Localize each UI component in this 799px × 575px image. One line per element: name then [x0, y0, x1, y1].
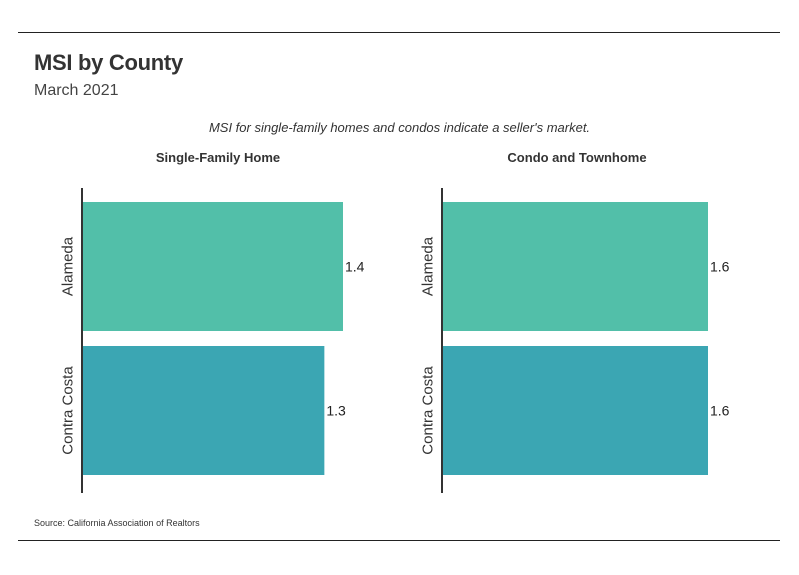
panel-2-category-label-alameda: Alameda: [420, 236, 437, 296]
panel-1-category-label-contra-costa: Contra Costa: [60, 366, 77, 455]
bottom-rule: [18, 540, 780, 541]
panel-2-category-label-contra-costa: Contra Costa: [420, 366, 437, 455]
panel-1-bar-alameda: [82, 202, 343, 331]
source-note: Source: California Association of Realto…: [34, 518, 200, 528]
chart-note: MSI for single-family homes and condos i…: [208, 120, 591, 135]
panel-2-bar-alameda: [442, 202, 708, 331]
chart-subtitle: March 2021: [34, 82, 119, 99]
panel-1-bar-contra-costa: [82, 346, 325, 475]
panel-1-value-label-alameda: 1.4: [345, 259, 365, 275]
panel-2-bar-contra-costa: [442, 346, 708, 475]
chart-title: MSI by County: [34, 50, 183, 75]
panel-1-title: Single-Family Home: [156, 150, 280, 165]
panel-1-category-label-alameda: Alameda: [60, 236, 77, 296]
panel-1-value-label-contra-costa: 1.3: [326, 403, 346, 419]
panel-2-value-label-contra-costa: 1.6: [710, 403, 730, 419]
panel-2-title: Condo and Townhome: [507, 150, 646, 165]
panel-2-value-label-alameda: 1.6: [710, 259, 730, 275]
top-rule: [18, 32, 780, 33]
